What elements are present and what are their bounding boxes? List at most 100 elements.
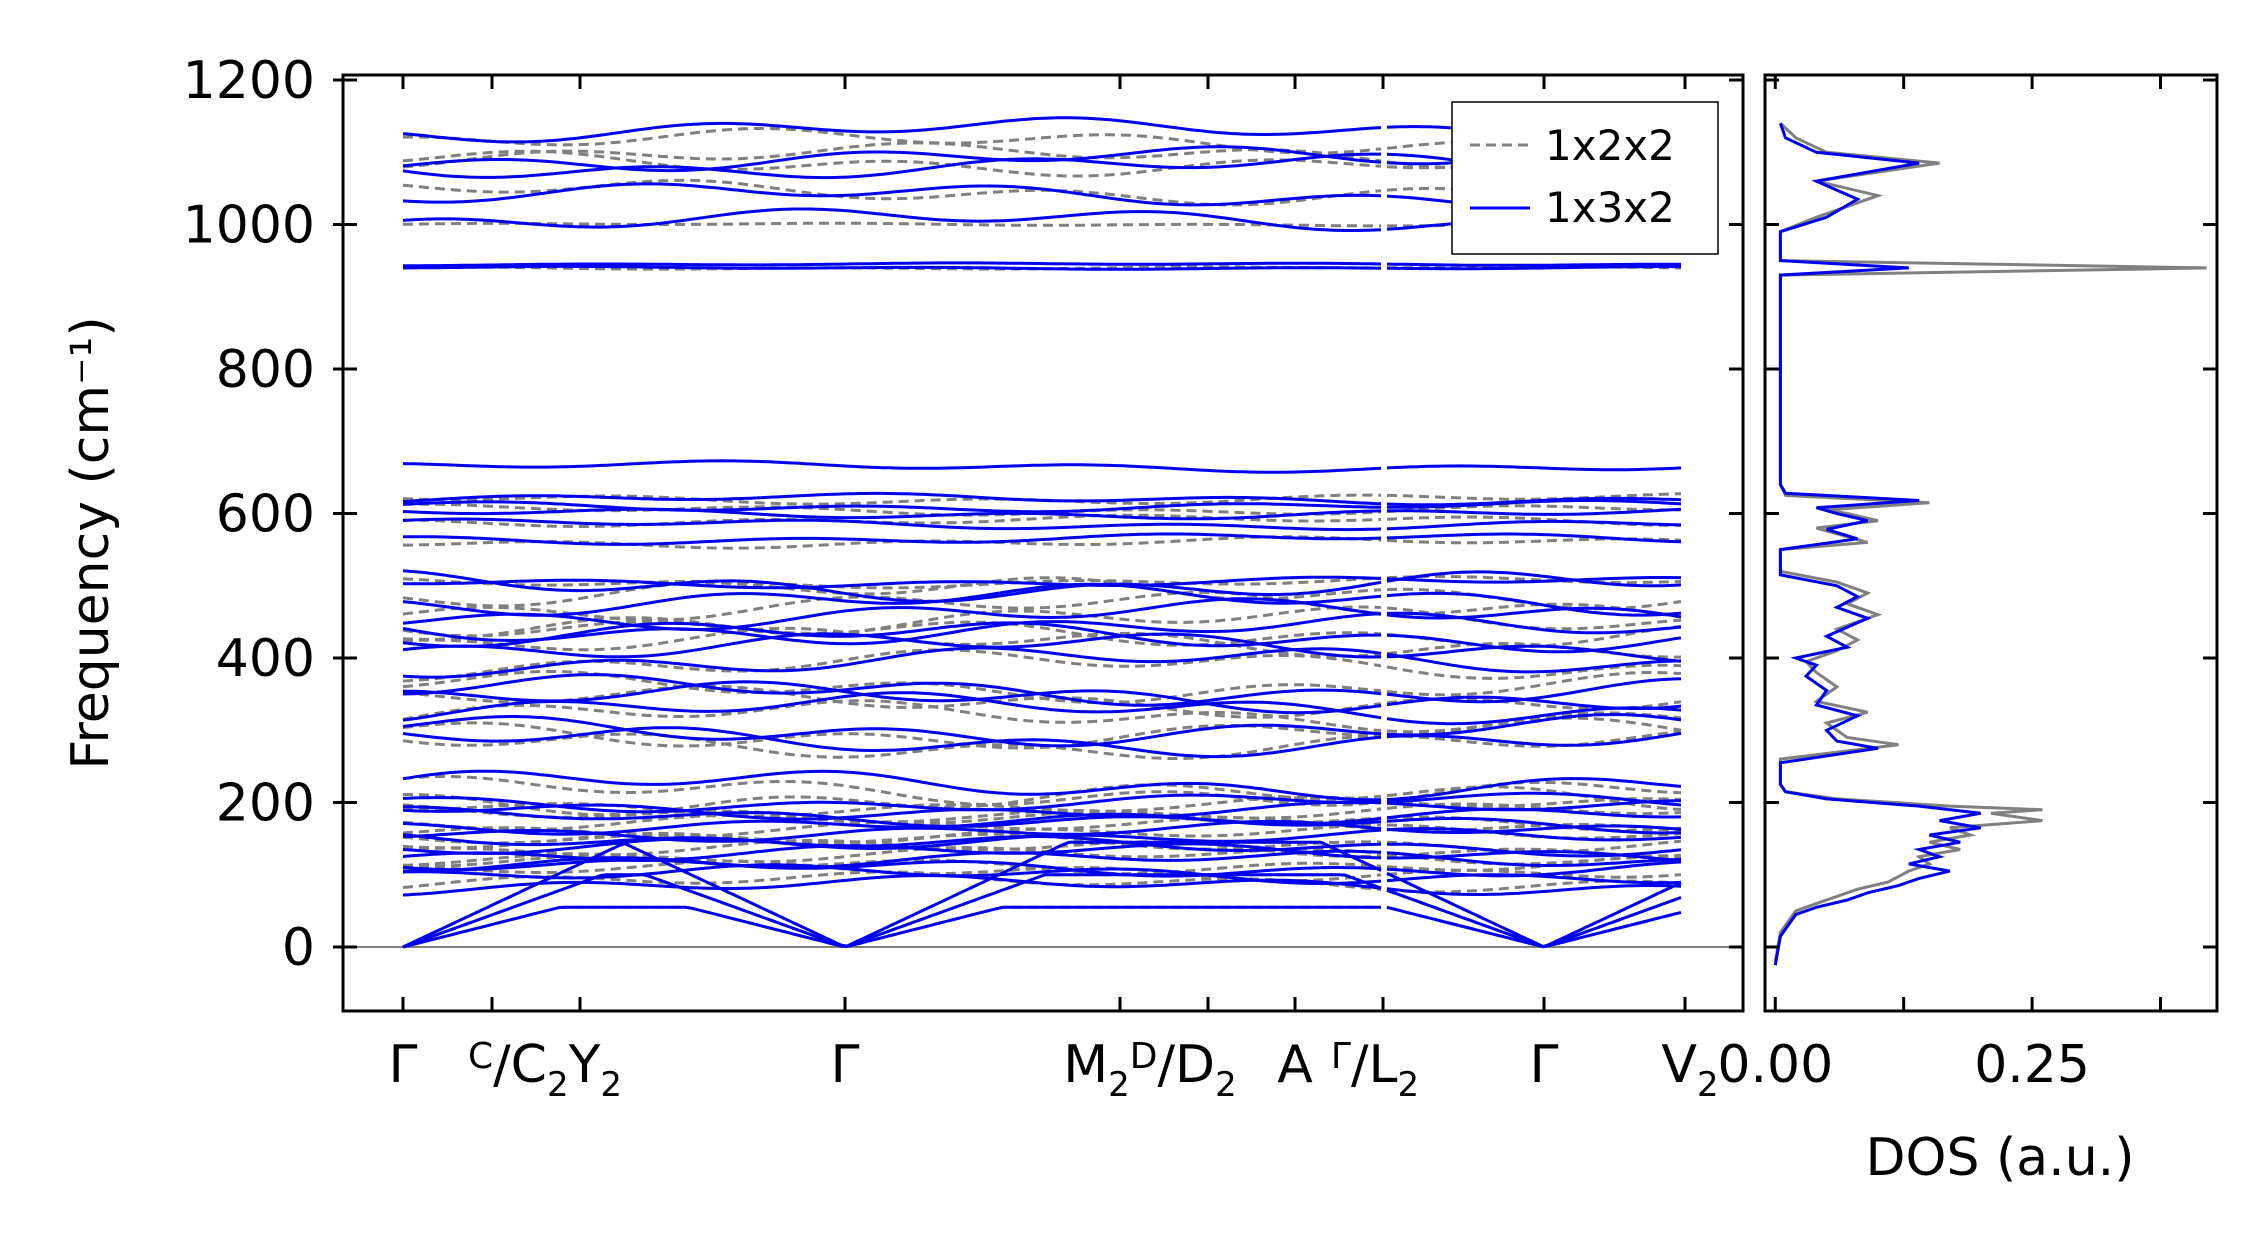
band-line [1386, 504, 1681, 514]
band-line [1386, 716, 1682, 738]
band-line [1386, 606, 1682, 620]
band-line [1386, 644, 1682, 663]
band-line [402, 805, 1382, 828]
dos-x-axis-label: DOS (a.u.) [1866, 1128, 2135, 1188]
x-tick-label: V2 [1661, 1035, 1718, 1105]
legend-box [1451, 101, 1719, 255]
x-tick-label: A [1277, 1035, 1313, 1095]
band-line [402, 605, 1382, 638]
band-line [402, 819, 1382, 843]
dos-x-tick-label: 0.25 [1974, 1035, 2090, 1095]
y-tick-label: 0 [282, 918, 315, 978]
y-tick-label: 1200 [183, 51, 315, 111]
legend: 1x2x2 1x3x2 [1451, 101, 1719, 255]
dos-curve-1x3x2 [1773, 122, 1981, 966]
band-structure-panel: 0 200 400 600 800 1000 1200 Γ C/C2Y2 Γ M2D/D2 A Γ/L… [61, 51, 1745, 1105]
band-line [1386, 677, 1682, 704]
legend-label-1x2x2: 1x2x2 [1545, 121, 1675, 170]
band-line [1386, 824, 1682, 834]
band-line [1386, 532, 1682, 544]
band-line [402, 182, 1382, 207]
band-line [402, 582, 1382, 617]
x-tick-label: C/C2Y2 [468, 1035, 622, 1105]
band-line [402, 905, 1381, 949]
band-line [402, 612, 1382, 646]
x-tick-label: Γ [831, 1035, 860, 1095]
band-line [402, 576, 1382, 590]
band-line [1386, 815, 1682, 832]
band-line [402, 863, 1382, 885]
band-line [402, 127, 1382, 155]
band-line [402, 670, 1382, 705]
band-line [402, 207, 1382, 232]
band-line [402, 149, 1382, 178]
x-tick-label: Γ [1530, 1035, 1559, 1095]
band-line [1386, 777, 1682, 801]
band-line [1386, 570, 1682, 588]
band-line [1387, 265, 1681, 271]
band-line [1386, 576, 1681, 584]
band-line [402, 221, 1381, 228]
band-line [1386, 827, 1682, 842]
band-line [1386, 871, 1682, 949]
band-line [402, 856, 1382, 878]
band-line [1386, 860, 1682, 878]
band-line [402, 673, 1382, 707]
band-line [1386, 262, 1681, 267]
band-line [402, 141, 1382, 169]
y-axis-label: Frequency (cm⁻¹) [61, 316, 121, 769]
band-line [403, 783, 1382, 817]
dos-panel-frame [1763, 73, 2219, 1013]
band-line [1386, 671, 1682, 697]
y-tick-label: 800 [216, 340, 315, 400]
band-line [402, 823, 1381, 846]
band-line [1387, 842, 1682, 858]
legend-label-1x3x2: 1x3x2 [1545, 183, 1675, 232]
band-line [402, 646, 1382, 679]
band-line [402, 769, 1382, 802]
band-line [403, 261, 1382, 268]
band-line [1386, 663, 1682, 680]
band-line [402, 835, 1382, 856]
band-line [402, 632, 1382, 659]
band-line [1386, 496, 1682, 507]
y-tick-label: 600 [216, 485, 315, 545]
band-line [402, 517, 1382, 532]
band-line [402, 569, 1382, 603]
band-line [1386, 591, 1682, 617]
band-line [1387, 507, 1682, 516]
band-line [402, 459, 1382, 474]
band-line [1386, 492, 1682, 501]
band-line [1386, 575, 1682, 585]
band-line [402, 800, 1382, 821]
band-line [402, 680, 1382, 715]
band-line [1386, 464, 1682, 472]
band-line [1386, 799, 1682, 812]
band-line [402, 616, 1382, 647]
band-line [402, 721, 1381, 750]
y-tick-label: 200 [216, 774, 315, 834]
band-line [402, 715, 1382, 748]
dos-panel: 0.00 0.25 DOS (a.u.) [1717, 73, 2219, 1188]
band-line [1387, 730, 1682, 748]
x-tick-label: M2D/D2 [1063, 1035, 1236, 1105]
band-line [402, 905, 1381, 949]
band-line [402, 116, 1382, 144]
dos-x-tick-label: 0.00 [1717, 1035, 1833, 1095]
band-line [402, 621, 1381, 648]
band-line [1386, 652, 1682, 674]
band-line [1387, 850, 1682, 863]
band-line [1386, 791, 1682, 807]
band-line [403, 532, 1382, 546]
band-line [1386, 817, 1682, 835]
y-tick-label: 400 [216, 629, 315, 689]
band-line [402, 874, 1382, 897]
band-line [402, 699, 1382, 732]
band-line [402, 828, 1382, 850]
band-line [402, 507, 1382, 521]
band-line [1386, 611, 1682, 635]
band-line [402, 793, 1382, 814]
band-line [402, 726, 1382, 759]
band-line [402, 491, 1382, 506]
